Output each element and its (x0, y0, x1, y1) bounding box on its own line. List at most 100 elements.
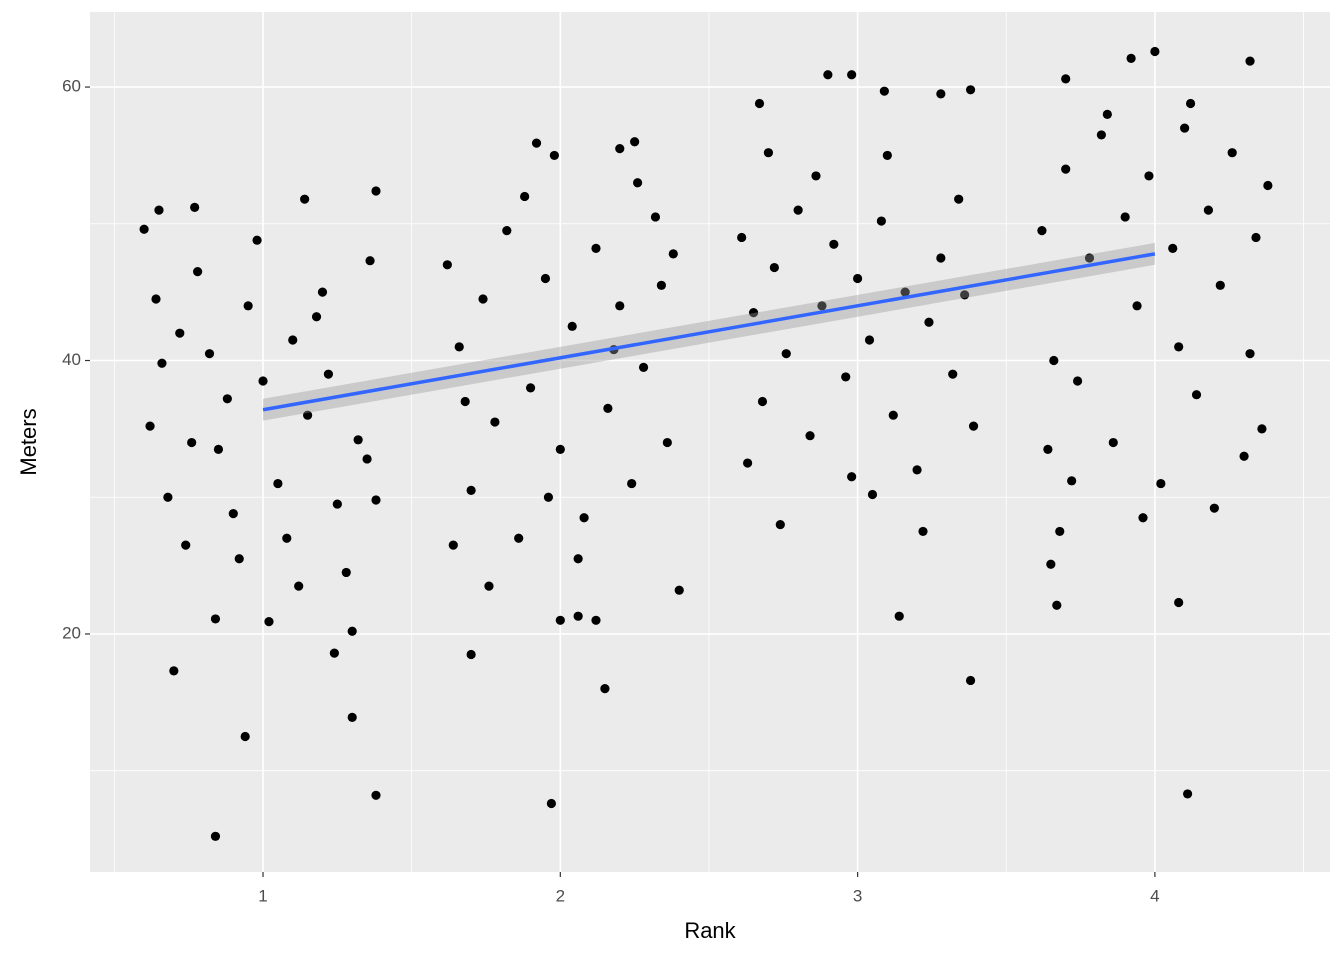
point (1174, 342, 1184, 352)
panel (90, 12, 1330, 872)
point (294, 581, 304, 591)
point (573, 554, 583, 564)
y-axis-title: Meters (16, 408, 41, 475)
point (154, 205, 164, 215)
point (1239, 451, 1249, 461)
point (630, 137, 640, 147)
point (1061, 74, 1071, 84)
x-tick-label: 4 (1150, 886, 1159, 905)
point (555, 444, 565, 454)
point (258, 376, 268, 386)
point (204, 349, 215, 359)
point (882, 150, 892, 161)
point (484, 581, 494, 591)
point (1061, 164, 1071, 174)
point (234, 554, 244, 564)
point (1144, 171, 1154, 181)
point (490, 417, 500, 427)
point (240, 731, 250, 742)
point (948, 369, 958, 379)
point (1120, 212, 1130, 222)
point (1067, 476, 1077, 486)
point (965, 85, 976, 95)
point (888, 410, 898, 420)
point (912, 465, 922, 475)
point (187, 437, 197, 448)
point (811, 171, 821, 181)
point (139, 224, 149, 234)
point (1126, 53, 1136, 63)
point (332, 499, 342, 509)
point (817, 301, 827, 311)
point (1046, 559, 1056, 569)
point (341, 567, 351, 578)
point (936, 89, 946, 99)
point (748, 308, 759, 318)
y-tick-label: 60 (62, 77, 81, 96)
point (282, 533, 292, 543)
point (478, 294, 488, 304)
point (615, 143, 625, 154)
point (1108, 437, 1118, 448)
point (303, 410, 313, 420)
point (1150, 46, 1160, 57)
point (1174, 597, 1184, 608)
point (323, 369, 334, 379)
point (1138, 513, 1148, 523)
point (769, 262, 779, 273)
point (1073, 376, 1083, 386)
point (222, 394, 232, 404)
point (1209, 503, 1219, 513)
point (754, 98, 765, 109)
point (213, 444, 224, 454)
point (573, 611, 583, 621)
point (633, 178, 643, 188)
point (918, 526, 928, 537)
point (793, 205, 803, 215)
point (300, 194, 310, 204)
point (876, 216, 886, 226)
point (317, 287, 328, 297)
point (894, 611, 904, 621)
point (157, 358, 167, 368)
point (514, 533, 524, 543)
point (546, 798, 556, 809)
point (273, 478, 283, 489)
point (502, 226, 512, 236)
point (555, 615, 565, 625)
point (1257, 424, 1267, 434)
point (210, 614, 221, 624)
point (466, 485, 476, 496)
point (900, 287, 910, 297)
point (145, 421, 155, 431)
point (960, 290, 970, 300)
point (879, 86, 889, 96)
x-tick-label: 2 (556, 886, 565, 905)
point (1185, 98, 1196, 109)
point (169, 666, 179, 676)
x-tick-label: 3 (853, 886, 862, 905)
point (454, 342, 464, 352)
point (1102, 109, 1112, 120)
point (1156, 478, 1166, 489)
point (775, 519, 785, 530)
point (520, 191, 530, 202)
point (163, 492, 173, 502)
point (371, 790, 381, 800)
point (1227, 148, 1237, 158)
point (1043, 444, 1053, 454)
point (841, 372, 851, 382)
point (668, 249, 678, 259)
point (1055, 526, 1065, 537)
point (540, 273, 551, 284)
point (1052, 600, 1062, 610)
point (591, 243, 601, 253)
point (847, 70, 857, 80)
fit-line (262, 252, 1156, 412)
point (743, 458, 753, 468)
point (615, 301, 625, 311)
point (1096, 130, 1106, 140)
point (864, 335, 875, 345)
point (1180, 123, 1190, 133)
